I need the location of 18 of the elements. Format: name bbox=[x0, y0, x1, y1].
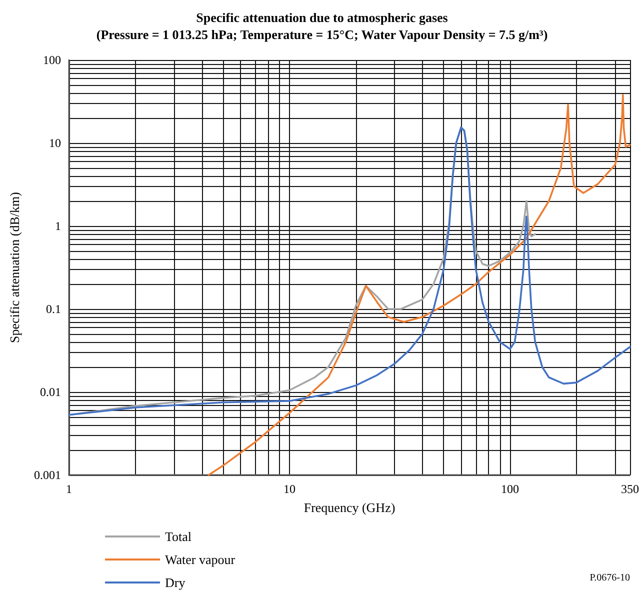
legend-label: Total bbox=[165, 529, 192, 544]
x-axis-title: Frequency (GHz) bbox=[304, 500, 396, 515]
x-tick-label: 10 bbox=[284, 482, 296, 496]
x-tick-label: 1 bbox=[66, 482, 72, 496]
y-tick-label: 0.01 bbox=[40, 385, 61, 399]
y-tick-label: 0.001 bbox=[34, 468, 61, 482]
y-tick-label: 100 bbox=[43, 53, 61, 67]
y-tick-label: 0.1 bbox=[46, 302, 61, 316]
chart-subtitle: (Pressure = 1 013.25 hPa; Temperature = 15°C; Water Vapour Density = 7.5 g/m³) bbox=[96, 27, 548, 42]
x-tick-label: 350 bbox=[621, 482, 639, 496]
chart-title: Specific attenuation due to atmospheric gases bbox=[196, 10, 448, 25]
legend-label: Water vapour bbox=[165, 552, 236, 567]
y-axis-title: Specific attenuation (dB/km) bbox=[7, 192, 22, 343]
y-tick-label: 10 bbox=[49, 136, 61, 150]
y-tick-label: 1 bbox=[55, 219, 61, 233]
legend-label: Dry bbox=[165, 575, 186, 590]
x-tick-label: 100 bbox=[501, 482, 520, 496]
text: P.0676-10 bbox=[590, 572, 630, 584]
